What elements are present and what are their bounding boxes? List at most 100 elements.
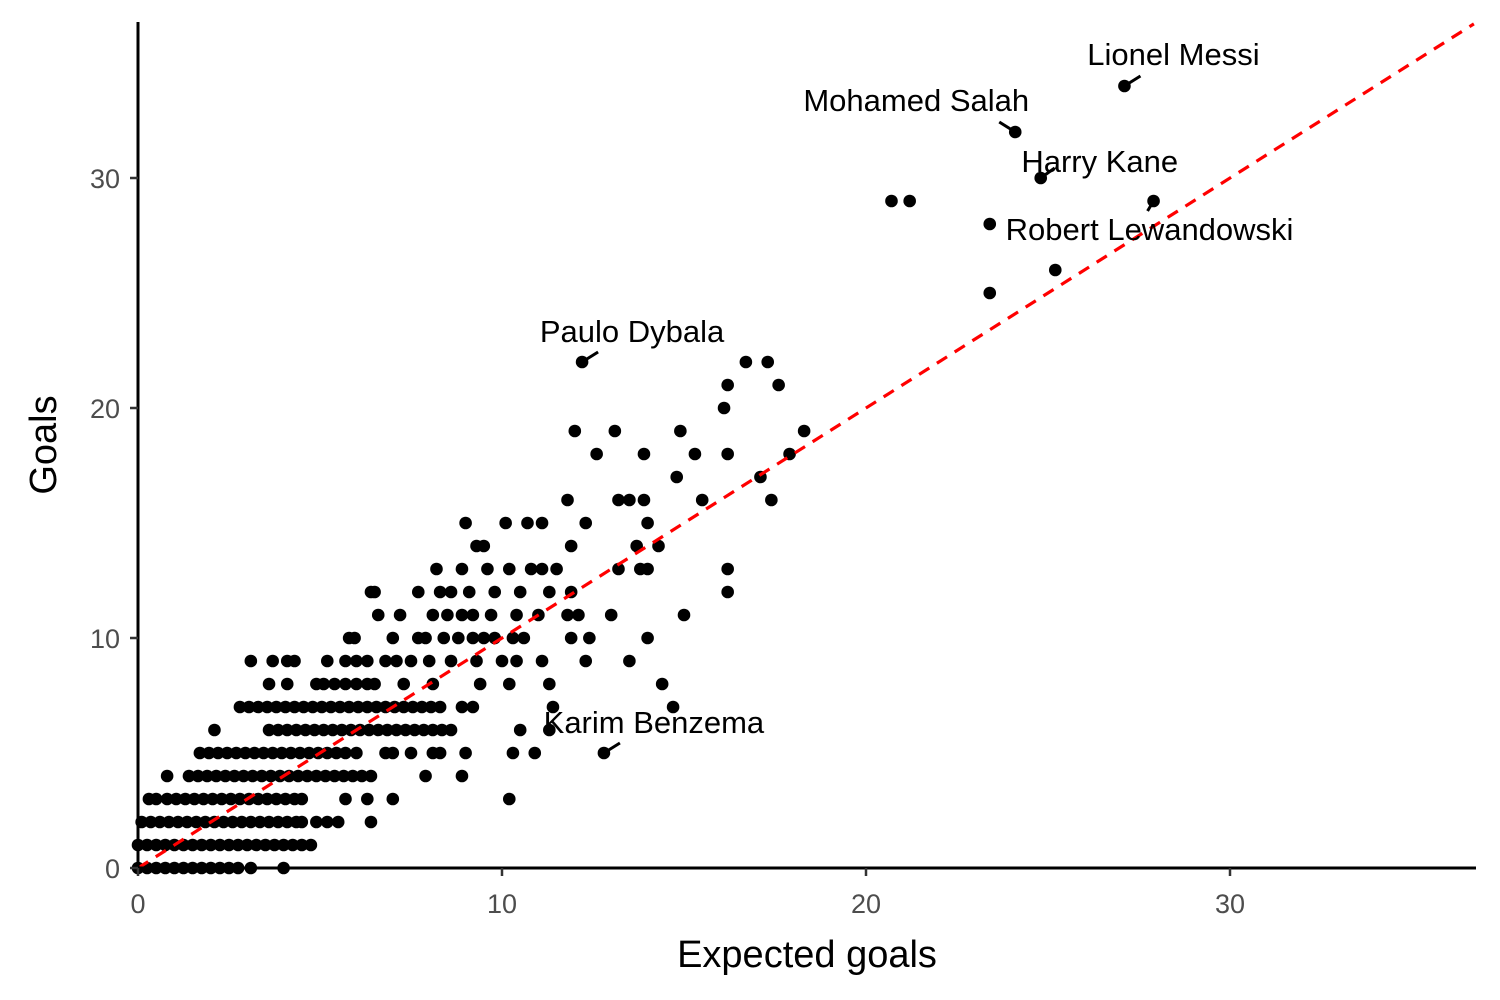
data-point — [306, 700, 320, 714]
annotation-label: Paulo Dybala — [540, 314, 725, 349]
data-point — [275, 746, 289, 760]
data-point — [368, 585, 381, 599]
data-point — [426, 677, 440, 691]
data-point — [342, 700, 356, 714]
data-point — [171, 815, 185, 829]
data-point — [290, 723, 303, 737]
data-point — [339, 746, 352, 760]
data-point — [422, 654, 436, 668]
data-point — [477, 631, 491, 645]
data-point — [180, 815, 194, 829]
data-point — [266, 746, 279, 760]
data-point — [444, 723, 458, 737]
data-point — [260, 792, 274, 806]
data-point — [455, 608, 469, 622]
data-point — [466, 700, 480, 714]
data-point — [370, 700, 383, 714]
data-point — [435, 723, 449, 737]
data-point — [444, 654, 458, 668]
data-point — [231, 838, 245, 852]
y-tick-label: 10 — [90, 624, 120, 654]
data-point — [535, 562, 549, 576]
annotation-connector — [1146, 201, 1154, 212]
data-point — [204, 838, 218, 852]
data-point — [470, 654, 483, 668]
x-tick-label: 20 — [851, 889, 881, 919]
data-point — [466, 631, 480, 645]
data-point — [502, 677, 516, 691]
data-point — [411, 585, 425, 599]
data-point — [462, 585, 476, 599]
data-point — [459, 516, 472, 530]
data-point — [371, 723, 385, 737]
data-point — [191, 769, 205, 783]
data-point — [328, 677, 341, 691]
data-point — [612, 493, 625, 507]
data-point — [513, 723, 527, 737]
data-point — [331, 815, 345, 829]
data-point — [140, 838, 154, 852]
annotation-connector — [998, 120, 1014, 132]
annotation-label: Karim Benzema — [544, 705, 765, 740]
data-point — [386, 631, 400, 645]
data-point — [721, 447, 734, 461]
data-point — [284, 746, 298, 760]
data-point — [488, 585, 502, 599]
data-point — [510, 608, 523, 622]
data-point — [220, 746, 234, 760]
data-point — [399, 723, 412, 737]
data-point — [550, 562, 563, 576]
data-point — [502, 562, 516, 576]
data-point — [291, 769, 305, 783]
data-point — [604, 608, 618, 622]
data-point — [535, 516, 549, 530]
data-point — [513, 585, 527, 599]
data-point — [200, 769, 214, 783]
data-point — [253, 815, 267, 829]
data-point — [295, 792, 309, 806]
data-point — [211, 746, 225, 760]
data-point — [317, 723, 330, 737]
data-point — [455, 769, 469, 783]
data-point — [302, 746, 316, 760]
data-point — [721, 562, 734, 576]
data-point — [144, 815, 158, 829]
data-point — [280, 815, 294, 829]
data-point — [502, 792, 516, 806]
data-point — [277, 838, 290, 852]
data-point — [564, 539, 578, 553]
data-point — [612, 562, 625, 576]
data-point — [406, 700, 420, 714]
data-point — [209, 769, 223, 783]
data-point — [561, 493, 574, 507]
data-point — [244, 815, 258, 829]
data-point — [217, 815, 230, 829]
data-point — [561, 608, 574, 622]
data-point — [543, 677, 556, 691]
data-point — [320, 654, 334, 668]
data-point — [337, 769, 350, 783]
y-tick-label: 0 — [105, 854, 120, 884]
x-tick-label: 30 — [1215, 889, 1245, 919]
data-point — [300, 769, 314, 783]
data-point — [279, 700, 292, 714]
data-point — [244, 654, 258, 668]
data-point — [666, 700, 680, 714]
data-point — [235, 815, 249, 829]
annotation-label: Harry Kane — [1021, 144, 1178, 179]
data-point — [983, 217, 997, 231]
data-point — [433, 746, 447, 760]
data-point — [361, 654, 374, 668]
data-point — [721, 585, 734, 599]
data-point — [772, 378, 785, 392]
data-point — [543, 723, 556, 737]
data-point — [655, 677, 669, 691]
data-point — [761, 355, 775, 369]
x-axis-title: Expected goals — [677, 934, 937, 976]
annotations-layer: Lionel Messi Mohamed Salah Harry Kane Rober… — [540, 37, 1293, 753]
data-point — [295, 815, 309, 829]
data-point — [361, 700, 374, 714]
data-point — [213, 838, 227, 852]
x-tick-label: 0 — [130, 889, 145, 919]
data-point — [885, 194, 898, 208]
